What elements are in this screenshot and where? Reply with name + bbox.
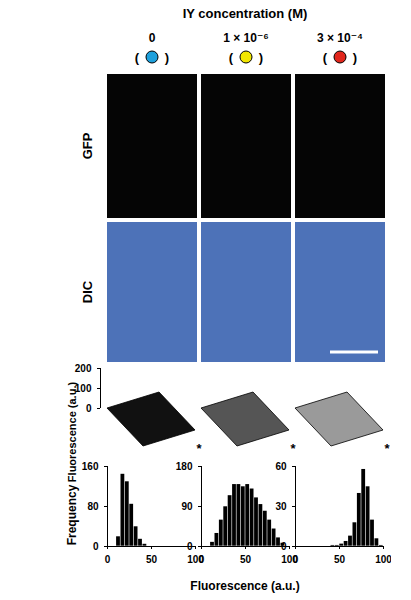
html-text:DIC: DIC bbox=[79, 280, 95, 304]
svg-text:30: 30 bbox=[275, 501, 287, 512]
svg-text:60: 60 bbox=[275, 461, 287, 472]
svg-text:50: 50 bbox=[334, 554, 346, 565]
svg-text:160: 160 bbox=[82, 461, 99, 472]
svg-text:180: 180 bbox=[176, 461, 193, 472]
svg-text:50: 50 bbox=[146, 554, 158, 565]
html-text:IY concentration (M): IY concentration (M) bbox=[182, 5, 308, 21]
html-text:Frequency: Frequency bbox=[65, 484, 79, 546]
html-text:Fluorescence (a.u.): Fluorescence (a.u.) bbox=[190, 579, 300, 593]
html-text:1 × 10⁻⁶: 1 × 10⁻⁶ bbox=[223, 31, 269, 45]
svg-text:90: 90 bbox=[181, 501, 193, 512]
svg-text:0: 0 bbox=[199, 554, 205, 565]
svg-text:0: 0 bbox=[105, 554, 111, 565]
svg-text:100: 100 bbox=[75, 383, 92, 394]
svg-text:100: 100 bbox=[187, 554, 203, 565]
svg-text:100: 100 bbox=[281, 554, 297, 565]
html-text:0: 0 bbox=[148, 31, 156, 45]
svg-text:100: 100 bbox=[375, 554, 391, 565]
html-text:3 × 10⁻⁴: 3 × 10⁻⁴ bbox=[317, 31, 363, 45]
svg-text:0: 0 bbox=[187, 541, 193, 552]
svg-text:80: 80 bbox=[87, 501, 99, 512]
svg-text:0: 0 bbox=[93, 541, 99, 552]
html-text:Fluorescence (a.u.): Fluorescence (a.u.) bbox=[66, 381, 78, 483]
svg-text:0: 0 bbox=[281, 541, 287, 552]
svg-text:0: 0 bbox=[86, 403, 92, 414]
html-text:GFP: GFP bbox=[79, 132, 95, 160]
svg-text:0: 0 bbox=[293, 554, 299, 565]
svg-text:200: 200 bbox=[75, 363, 92, 374]
svg-text:50: 50 bbox=[240, 554, 252, 565]
